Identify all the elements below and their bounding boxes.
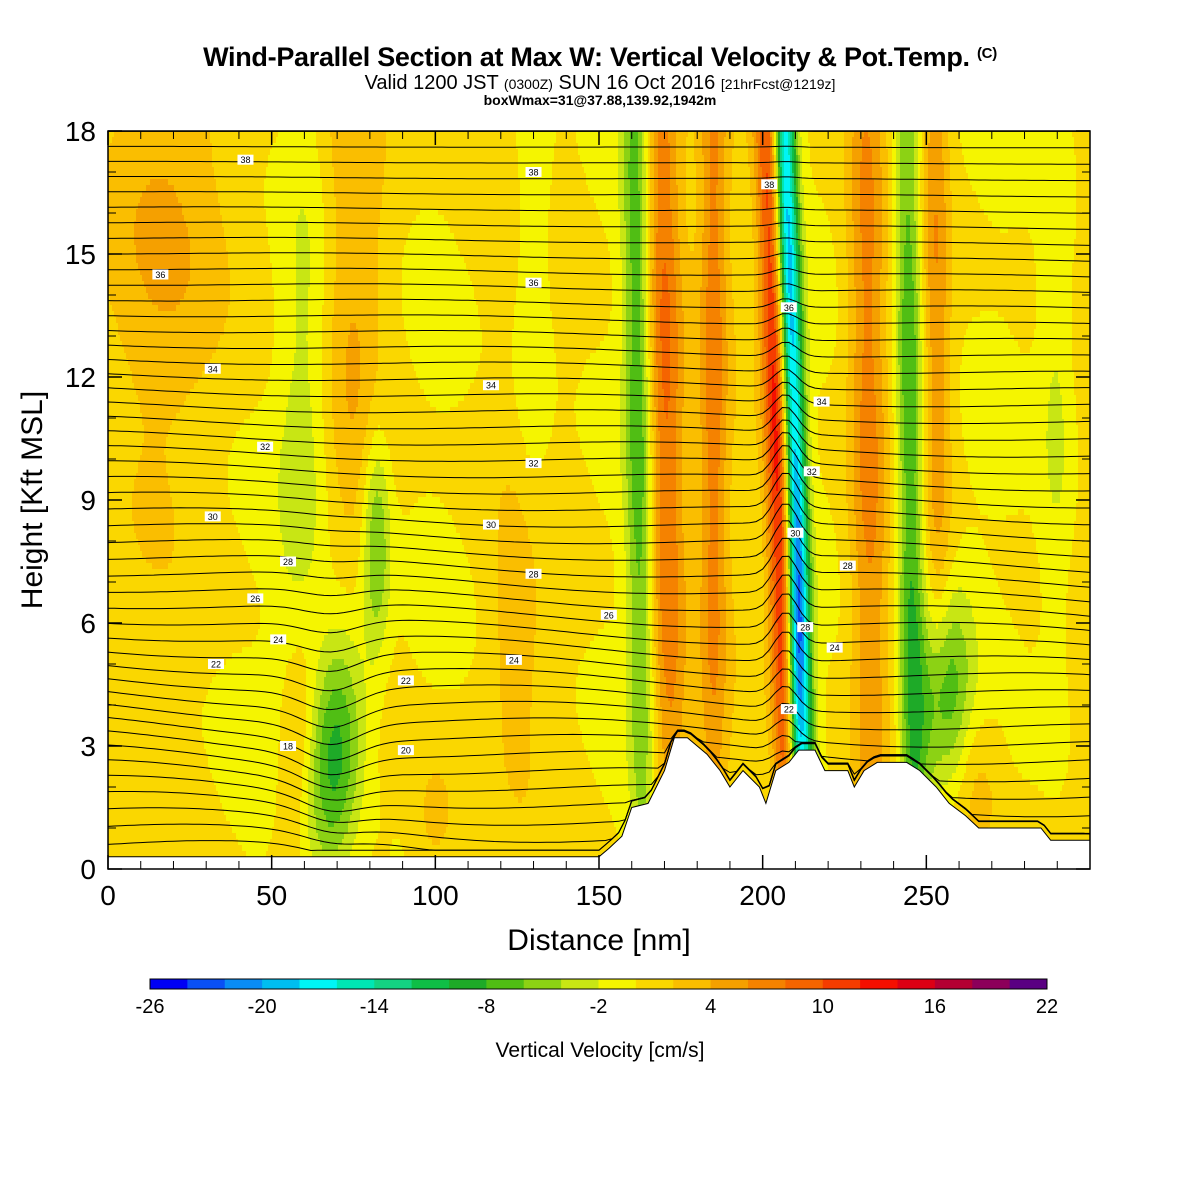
velocity-field xyxy=(108,131,1090,869)
cross-section-chart: 3838383636363434343232323030302828282826… xyxy=(0,0,1200,1200)
